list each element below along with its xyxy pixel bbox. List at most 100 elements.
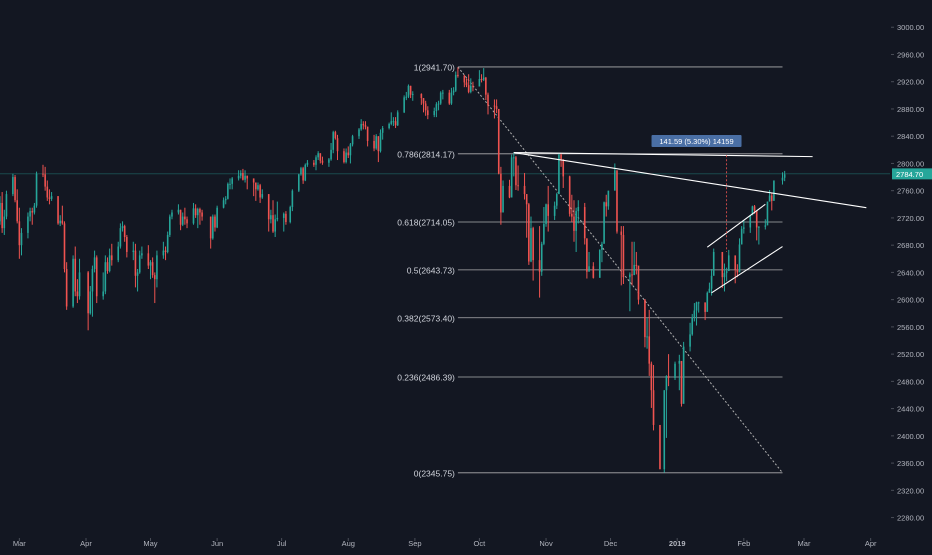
candle-body xyxy=(347,152,350,156)
candle xyxy=(93,250,96,273)
time-tick-label: Nov xyxy=(539,539,553,548)
candle-body xyxy=(749,215,752,228)
price-range-measure[interactable]: 141.59 (5.30%) 14159 xyxy=(651,134,742,252)
candle-body xyxy=(454,74,457,91)
candle-body xyxy=(65,269,68,307)
fibonacci-retracement[interactable]: 1(2941.70) 0.786(2814.17) 0.618(2714.05) 0.… xyxy=(0,62,890,478)
candle-body xyxy=(538,260,541,272)
candle xyxy=(76,279,79,304)
candle-body xyxy=(123,226,126,237)
time-axis[interactable]: Mar Apr May Jun Jul Aug Sep Oct Nov Dec 2019 Feb Mar… xyxy=(13,538,877,548)
candle-body xyxy=(706,292,709,312)
candle-body xyxy=(607,190,610,207)
candle xyxy=(149,260,152,280)
candle xyxy=(710,269,713,296)
candle xyxy=(667,354,670,387)
fib-level-label: 0.382(2573.40) xyxy=(397,313,455,323)
candle xyxy=(171,209,173,220)
candle-body xyxy=(106,262,109,272)
candle xyxy=(212,214,214,240)
fib-trend-diagonal[interactable] xyxy=(457,66,783,474)
candle xyxy=(394,117,397,129)
candle xyxy=(14,175,16,203)
candle-body xyxy=(285,213,287,223)
candle xyxy=(631,241,633,286)
candle xyxy=(224,196,227,205)
candle-body xyxy=(435,104,438,112)
candle xyxy=(302,166,304,184)
candle xyxy=(48,189,51,205)
candle xyxy=(411,91,414,101)
candle xyxy=(285,211,287,225)
candle xyxy=(291,189,294,212)
candle xyxy=(568,175,571,217)
candle xyxy=(644,298,646,348)
candle-body xyxy=(448,92,451,104)
candle xyxy=(547,185,549,232)
candle-body xyxy=(508,185,511,198)
candle-body xyxy=(291,190,294,208)
candle xyxy=(616,170,618,234)
price-axis[interactable]: 2280.00 2320.00 2360.00 2400.00 2440.00 2480.… xyxy=(891,23,932,523)
candle xyxy=(347,146,350,158)
candle-body xyxy=(44,174,46,187)
candle-body xyxy=(147,253,150,266)
candle-body xyxy=(181,216,184,225)
candle-body xyxy=(575,211,577,231)
candle-body xyxy=(497,108,500,174)
candle xyxy=(270,209,272,224)
candle xyxy=(201,209,203,221)
candle-body xyxy=(261,194,264,198)
candle-body xyxy=(169,216,171,235)
candle-body xyxy=(134,250,137,276)
fib-level-label: 0.786(2814.17) xyxy=(397,149,455,159)
candle xyxy=(44,166,46,191)
candle-body xyxy=(364,125,367,127)
trendline[interactable] xyxy=(513,152,867,209)
candle xyxy=(743,220,745,234)
candle-body xyxy=(255,182,257,190)
trendline[interactable] xyxy=(711,246,783,294)
candle xyxy=(106,257,109,274)
candle-body xyxy=(781,177,784,181)
candle xyxy=(177,204,180,215)
candle-body xyxy=(631,274,633,276)
candle-body xyxy=(695,302,698,311)
trendlines[interactable] xyxy=(513,151,867,294)
candle xyxy=(538,226,541,298)
candle-body xyxy=(405,96,408,98)
candle xyxy=(680,360,683,407)
price-tick-label: 2560.00 xyxy=(897,323,924,332)
candle-body xyxy=(555,194,558,206)
candle-body xyxy=(57,196,59,224)
candle-body xyxy=(743,227,745,229)
candle-body xyxy=(727,255,730,272)
candle-body xyxy=(274,219,276,232)
time-tick-label: Aug xyxy=(342,539,355,548)
candle-body xyxy=(184,216,186,220)
candle xyxy=(390,112,393,126)
candle xyxy=(35,171,38,208)
candle xyxy=(603,201,605,244)
time-tick-label: 2019 xyxy=(669,539,686,548)
trendline[interactable] xyxy=(513,151,813,158)
candle-body xyxy=(734,255,737,270)
candle-body xyxy=(171,212,173,217)
candle-body xyxy=(74,258,77,292)
candle-body xyxy=(132,250,135,252)
candle-body xyxy=(394,121,397,126)
candle-body xyxy=(72,258,74,307)
candle-body xyxy=(317,153,319,158)
candle-body xyxy=(78,272,81,297)
candle xyxy=(334,130,337,140)
candle-body xyxy=(450,92,453,104)
candle-body xyxy=(31,211,34,213)
candle xyxy=(196,207,199,229)
candle xyxy=(349,143,352,164)
candle xyxy=(343,148,345,164)
candle-body xyxy=(553,205,556,216)
trendline[interactable] xyxy=(706,203,766,248)
candle-body xyxy=(119,228,122,247)
candle-body xyxy=(545,204,547,225)
